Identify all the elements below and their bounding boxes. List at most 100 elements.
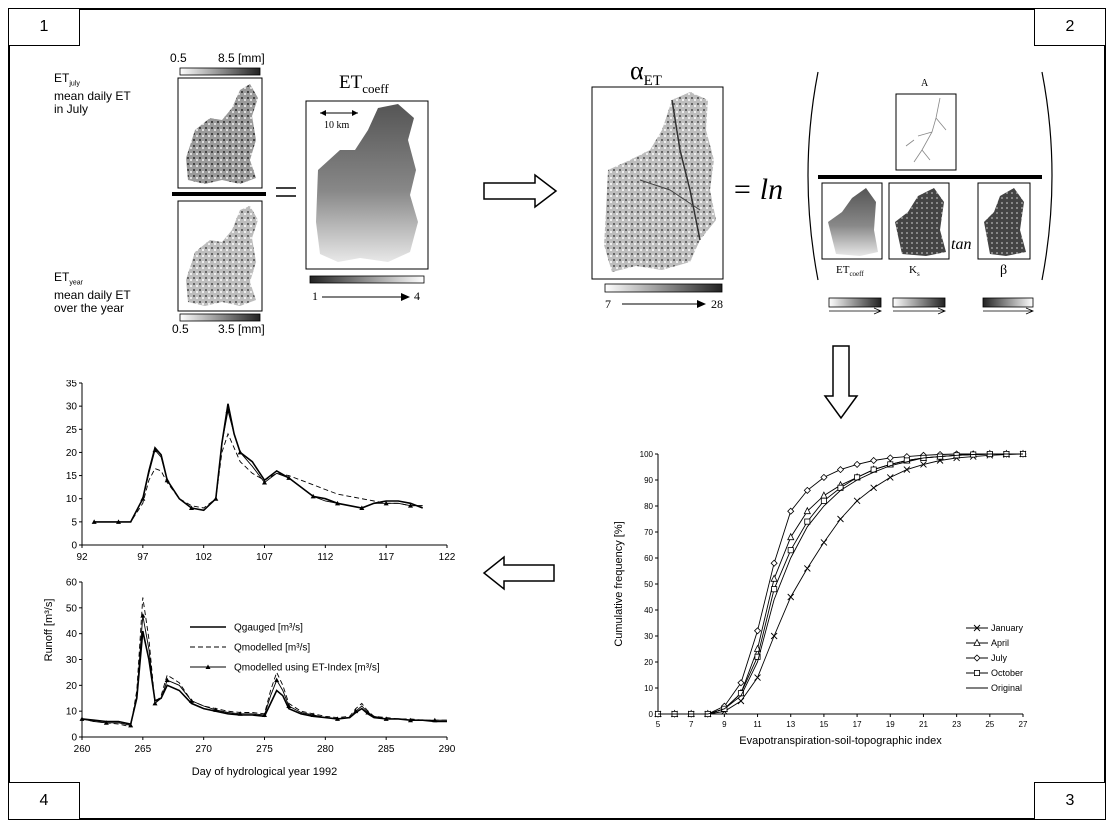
data-point [335,500,340,506]
data-point [152,700,158,706]
y-tick-label: 30 [66,655,78,666]
data-point [262,712,267,718]
alpha-scale-min: 7 [605,297,611,311]
x-tick-label: 280 [317,744,334,755]
y-tick-label: 35 [66,380,78,390]
series [81,630,447,726]
y-tick-label: 10 [66,494,78,505]
data-point [754,653,761,660]
legend-marker [973,638,981,646]
series [91,408,423,524]
y-tick-label: 25 [66,425,78,436]
y-axis-label: Runoff [m³/s] [43,599,55,662]
y-tick-label: 20 [66,448,78,459]
x-tick-label: 102 [195,552,212,563]
data-point [787,593,795,601]
y-tick-label: 10 [66,707,78,718]
x-tick-label: 5 [656,720,661,729]
data-point [91,519,97,524]
july-scale-min: 0.5 [170,51,187,65]
data-point [770,559,778,567]
data-point [803,565,811,572]
legend-label: Qmodelled using ET-Index [m³/s] [234,663,380,674]
et-coeff-small-label: ETcoeff [836,264,864,279]
data-point [359,505,365,510]
x-tick-label: 19 [886,720,895,729]
data-point [770,574,778,582]
series-line [94,403,423,523]
y-tick-label: 30 [644,632,653,641]
x-tick-label: 260 [74,744,91,755]
cumulative-frequency-chart: 0 10 20 30 40 50 60 70 80 90 100 5 7 9 11 13 15 17 19 21 23 2… [613,449,1028,747]
x-tick-label: 112 [317,552,333,563]
series-line [81,630,447,726]
x-tick-label: 117 [378,552,394,563]
y-tick-label: 50 [644,580,653,589]
x-tick-label: 13 [786,720,795,729]
series-original [658,453,1023,715]
legend-item: Qmodelled using ET-Index [m³/s] [190,663,380,674]
legend-marker [205,664,211,669]
data-point [164,477,170,483]
legend-label: Original [991,683,1022,693]
series-line [658,453,1023,715]
x-tick-label: 285 [378,744,395,755]
legend-marker [973,624,981,632]
y-tick-label: 40 [66,629,78,640]
series-line [658,453,1024,715]
year-scale-min: 0.5 [172,322,189,336]
data-point [164,677,170,683]
runoff-charts: 0 5 10 15 20 25 30 35 92 97 102 107 112 117 122 0 10 20 30… [43,380,456,778]
x-tick-label: 122 [439,552,456,563]
data-point [754,674,761,681]
data-point [116,519,121,524]
data-point [310,712,316,718]
year-scale-max: 3.5 [mm] [218,322,265,336]
data-point [820,491,828,499]
data-point [803,506,811,515]
data-point [787,547,794,554]
y-tick-label: 90 [644,476,653,485]
data-point [870,456,878,465]
data-point [870,484,878,492]
x-tick-label: 21 [919,720,928,729]
alpha-scale-max: 28 [711,297,723,311]
legend-item: Qmodelled [m³/s] [190,643,310,654]
y-tick-label: 0 [649,710,654,719]
panel-number-2: 2 [1034,8,1106,46]
data-point [787,532,795,541]
data-point [886,454,894,462]
series [94,403,423,523]
panel-number-4: 4 [8,782,80,820]
data-point [820,473,828,481]
data-point [737,697,745,705]
x-tick-label: 7 [689,720,694,729]
data-point [335,716,340,721]
data-point [771,586,778,593]
x-axis-label: Day of hydrological year 1992 [192,766,338,778]
legend-marker [973,669,980,676]
data-point [213,707,219,712]
data-point [886,474,894,481]
x-tick-label: 9 [722,720,727,729]
legend-marker [973,654,981,662]
y-tick-label: 40 [644,606,653,615]
y-tick-label: 70 [644,528,653,537]
data-point [365,709,371,715]
x-tick-label: 27 [1019,720,1028,729]
data-point [383,500,389,506]
series-line [94,432,423,523]
data-point [103,720,109,725]
data-point [286,475,292,480]
x-tick-label: 92 [76,552,88,563]
y-axis-label: Cumulative frequency [%] [613,521,625,646]
data-point [189,698,194,703]
legend-label: October [991,668,1023,678]
x-tick-label: 107 [256,552,273,563]
legend-item: July [966,653,1008,663]
data-point [903,457,910,464]
data-point [432,717,438,723]
data-point [753,627,762,635]
y-tick-label: 15 [66,471,78,482]
x-tick-label: 17 [853,720,862,729]
